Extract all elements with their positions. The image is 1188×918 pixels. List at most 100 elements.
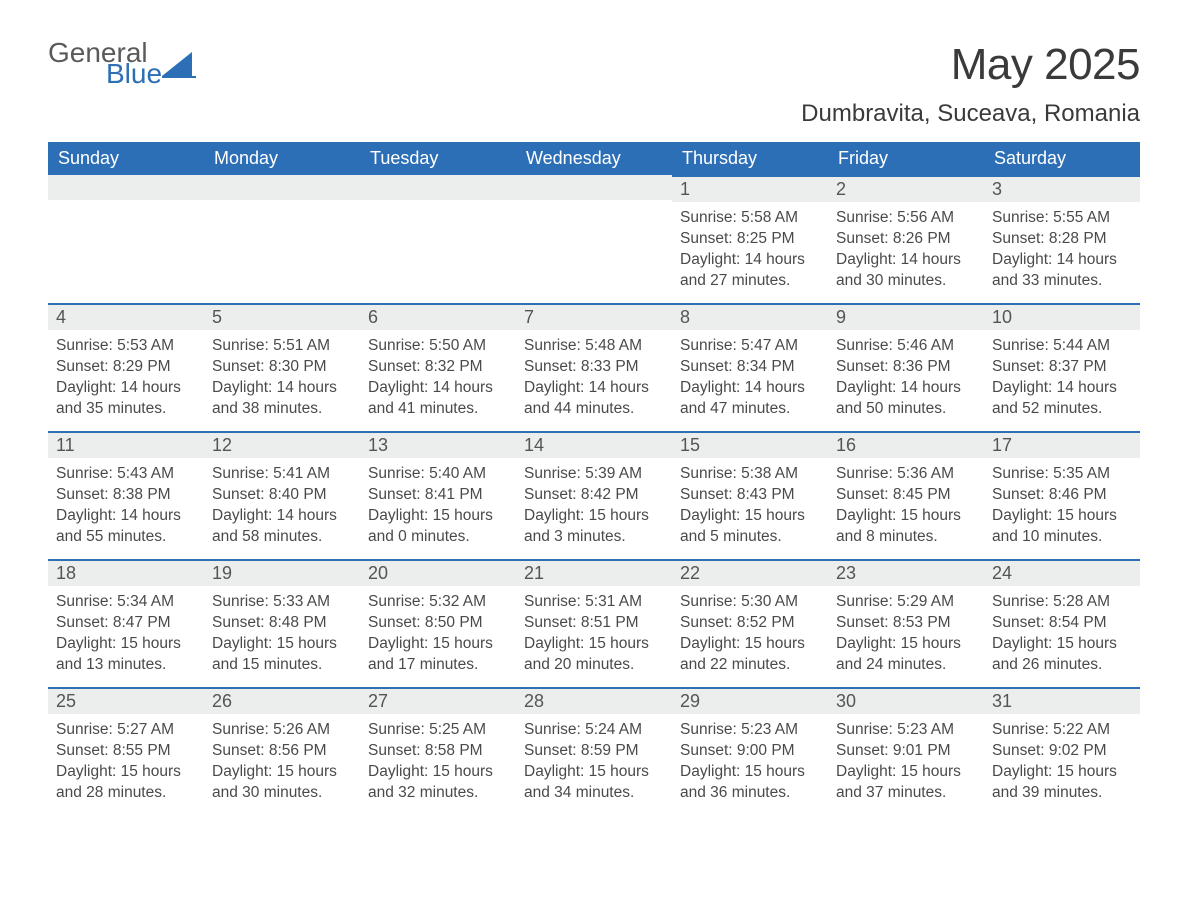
calendar-day-cell: 13Sunrise: 5:40 AMSunset: 8:41 PMDayligh… (360, 431, 516, 559)
day-sunset: Sunset: 8:58 PM (368, 741, 508, 762)
day-day2: and 44 minutes. (524, 399, 664, 420)
day-day1: Daylight: 15 hours (680, 506, 820, 527)
day-sunset: Sunset: 8:30 PM (212, 357, 352, 378)
day-number: 31 (984, 687, 1140, 714)
day-day2: and 34 minutes. (524, 783, 664, 804)
day-sunset: Sunset: 8:59 PM (524, 741, 664, 762)
day-details: Sunrise: 5:48 AMSunset: 8:33 PMDaylight:… (516, 330, 672, 424)
day-sunrise: Sunrise: 5:36 AM (836, 464, 976, 485)
day-day2: and 0 minutes. (368, 527, 508, 548)
calendar-week-row: 18Sunrise: 5:34 AMSunset: 8:47 PMDayligh… (48, 559, 1140, 687)
day-number: 21 (516, 559, 672, 586)
calendar-empty-cell (204, 175, 360, 303)
calendar-day-cell: 8Sunrise: 5:47 AMSunset: 8:34 PMDaylight… (672, 303, 828, 431)
day-details: Sunrise: 5:41 AMSunset: 8:40 PMDaylight:… (204, 458, 360, 552)
calendar-day-cell: 27Sunrise: 5:25 AMSunset: 8:58 PMDayligh… (360, 687, 516, 815)
day-sunset: Sunset: 8:52 PM (680, 613, 820, 634)
day-sunrise: Sunrise: 5:51 AM (212, 336, 352, 357)
day-number: 16 (828, 431, 984, 458)
calendar-empty-cell (48, 175, 204, 303)
day-details: Sunrise: 5:33 AMSunset: 8:48 PMDaylight:… (204, 586, 360, 680)
day-day1: Daylight: 15 hours (524, 506, 664, 527)
day-day2: and 37 minutes. (836, 783, 976, 804)
calendar-empty-cell (516, 175, 672, 303)
calendar-week-row: 1Sunrise: 5:58 AMSunset: 8:25 PMDaylight… (48, 175, 1140, 303)
day-day1: Daylight: 14 hours (212, 378, 352, 399)
day-sunrise: Sunrise: 5:39 AM (524, 464, 664, 485)
day-day2: and 33 minutes. (992, 271, 1132, 292)
day-sunrise: Sunrise: 5:48 AM (524, 336, 664, 357)
day-day2: and 24 minutes. (836, 655, 976, 676)
calendar-day-cell: 22Sunrise: 5:30 AMSunset: 8:52 PMDayligh… (672, 559, 828, 687)
day-number: 6 (360, 303, 516, 330)
day-day2: and 13 minutes. (56, 655, 196, 676)
day-number: 7 (516, 303, 672, 330)
day-details: Sunrise: 5:44 AMSunset: 8:37 PMDaylight:… (984, 330, 1140, 424)
day-header: Monday (204, 142, 360, 175)
day-day2: and 3 minutes. (524, 527, 664, 548)
day-day2: and 30 minutes. (836, 271, 976, 292)
calendar-empty-cell (360, 175, 516, 303)
day-sunrise: Sunrise: 5:22 AM (992, 720, 1132, 741)
calendar-day-cell: 21Sunrise: 5:31 AMSunset: 8:51 PMDayligh… (516, 559, 672, 687)
day-number: 8 (672, 303, 828, 330)
day-sunrise: Sunrise: 5:27 AM (56, 720, 196, 741)
month-title: May 2025 (801, 40, 1140, 90)
day-sunrise: Sunrise: 5:43 AM (56, 464, 196, 485)
calendar-day-cell: 28Sunrise: 5:24 AMSunset: 8:59 PMDayligh… (516, 687, 672, 815)
day-sunrise: Sunrise: 5:38 AM (680, 464, 820, 485)
day-day1: Daylight: 15 hours (836, 762, 976, 783)
day-day1: Daylight: 15 hours (992, 762, 1132, 783)
calendar-day-cell: 20Sunrise: 5:32 AMSunset: 8:50 PMDayligh… (360, 559, 516, 687)
day-number: 11 (48, 431, 204, 458)
day-day2: and 8 minutes. (836, 527, 976, 548)
day-day2: and 36 minutes. (680, 783, 820, 804)
day-day1: Daylight: 15 hours (368, 762, 508, 783)
day-sunrise: Sunrise: 5:55 AM (992, 208, 1132, 229)
day-day1: Daylight: 15 hours (680, 634, 820, 655)
day-day2: and 52 minutes. (992, 399, 1132, 420)
day-number: 24 (984, 559, 1140, 586)
calendar-week-row: 11 Sunrise: 5:43 AMSunset: 8:38 PM Dayligh… (48, 431, 1140, 559)
day-sunset: Sunset: 8:38 PM (56, 485, 196, 506)
day-number: 5 (204, 303, 360, 330)
day-day2: and 30 minutes. (212, 783, 352, 804)
day-sunrise: Sunrise: 5:24 AM (524, 720, 664, 741)
calendar-day-cell: 3Sunrise: 5:55 AMSunset: 8:28 PMDaylight… (984, 175, 1140, 303)
calendar-day-cell: 7Sunrise: 5:48 AMSunset: 8:33 PMDaylight… (516, 303, 672, 431)
day-sunset: Sunset: 8:53 PM (836, 613, 976, 634)
calendar-body: 1Sunrise: 5:58 AMSunset: 8:25 PMDaylight… (48, 175, 1140, 815)
day-day2: and 10 minutes. (992, 527, 1132, 548)
calendar-day-cell: 29Sunrise: 5:23 AMSunset: 9:00 PMDayligh… (672, 687, 828, 815)
day-sunrise: Sunrise: 5:46 AM (836, 336, 976, 357)
day-number: 3 (984, 175, 1140, 202)
day-sunrise: Sunrise: 5:33 AM (212, 592, 352, 613)
day-day1: Daylight: 15 hours (992, 634, 1132, 655)
day-day1: Daylight: 15 hours (368, 506, 508, 527)
day-number: 20 (360, 559, 516, 586)
day-sunset: Sunset: 8:55 PM (56, 741, 196, 762)
day-day2: and 15 minutes. (212, 655, 352, 676)
day-number (516, 175, 672, 200)
day-day2: and 17 minutes. (368, 655, 508, 676)
day-day2: and 5 minutes. (680, 527, 820, 548)
day-sunrise: Sunrise: 5:53 AM (56, 336, 196, 357)
day-sunrise: Sunrise: 5:35 AM (992, 464, 1132, 485)
day-details (360, 200, 516, 210)
calendar-day-cell: 10Sunrise: 5:44 AMSunset: 8:37 PMDayligh… (984, 303, 1140, 431)
day-sunset: Sunset: 8:54 PM (992, 613, 1132, 634)
day-day2: and 47 minutes. (680, 399, 820, 420)
day-sunset: Sunset: 8:45 PM (836, 485, 976, 506)
day-day2: and 22 minutes. (680, 655, 820, 676)
day-sunset: Sunset: 8:32 PM (368, 357, 508, 378)
day-header: Tuesday (360, 142, 516, 175)
day-sunset: Sunset: 8:50 PM (368, 613, 508, 634)
location-text: Dumbravita, Suceava, Romania (801, 100, 1140, 128)
day-sunset: Sunset: 8:56 PM (212, 741, 352, 762)
calendar-day-cell: 30Sunrise: 5:23 AMSunset: 9:01 PMDayligh… (828, 687, 984, 815)
day-day2: and 50 minutes. (836, 399, 976, 420)
day-details: Sunrise: 5:55 AMSunset: 8:28 PMDaylight:… (984, 202, 1140, 296)
day-number (48, 175, 204, 200)
day-day1: Daylight: 15 hours (368, 634, 508, 655)
day-number (204, 175, 360, 200)
